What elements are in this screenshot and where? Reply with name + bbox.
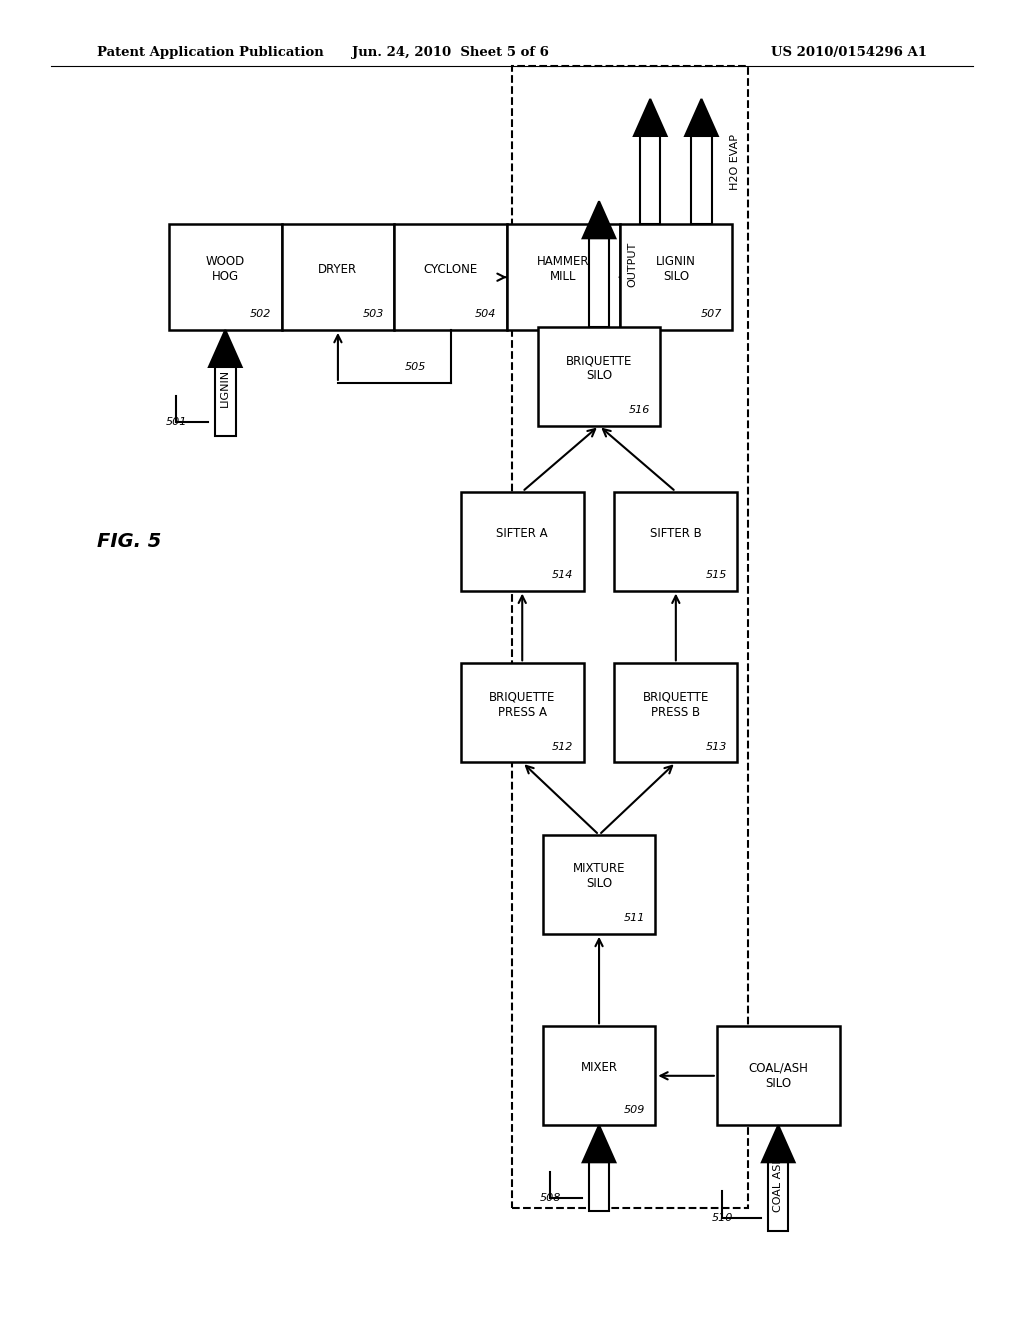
Bar [538,327,660,425]
Polygon shape [634,99,667,136]
Polygon shape [583,202,615,239]
Text: 505: 505 [404,362,426,372]
Text: 504: 504 [475,309,497,319]
Bar [691,136,712,224]
Text: Patent Application Publication: Patent Application Publication [97,46,324,59]
Text: FIG. 5: FIG. 5 [97,532,162,550]
Text: 509: 509 [624,1105,645,1114]
Bar [640,136,660,224]
Bar [394,224,507,330]
Bar [717,1027,840,1125]
Text: BRIQUETTE
PRESS B: BRIQUETTE PRESS B [643,690,709,719]
Bar [543,836,655,935]
Text: US 2010/0154296 A1: US 2010/0154296 A1 [771,46,927,59]
Text: COAL/ASH
SILO: COAL/ASH SILO [749,1061,808,1090]
Bar [215,367,236,436]
Text: Jun. 24, 2010  Sheet 5 of 6: Jun. 24, 2010 Sheet 5 of 6 [352,46,549,59]
Text: LIGNIN
SILO: LIGNIN SILO [656,255,695,284]
Text: SIFTER B: SIFTER B [650,527,701,540]
Text: OUTPUT: OUTPUT [628,242,638,286]
Text: HAMMER
MILL: HAMMER MILL [537,255,590,284]
Text: CYCLONE: CYCLONE [424,263,477,276]
Bar [543,1027,655,1125]
Bar [461,492,584,591]
Polygon shape [209,330,242,367]
Bar [614,663,737,762]
Text: 503: 503 [362,309,384,319]
Text: 507: 507 [700,309,722,319]
Text: BRIQUETTE
SILO: BRIQUETTE SILO [566,354,632,383]
Text: 502: 502 [250,309,271,319]
Bar [589,239,609,327]
Polygon shape [762,1125,795,1163]
Text: 501: 501 [166,417,187,428]
Text: MIXER: MIXER [581,1061,617,1074]
Bar [461,663,584,762]
Bar [507,224,620,330]
Text: MIXTURE
SILO: MIXTURE SILO [572,862,626,891]
Text: 515: 515 [706,570,727,581]
Text: 516: 516 [629,405,650,414]
Bar [282,224,394,330]
Bar [768,1162,788,1230]
Text: SIFTER A: SIFTER A [497,527,548,540]
Bar [620,224,732,330]
Text: BRIQUETTE
PRESS A: BRIQUETTE PRESS A [489,690,555,719]
Text: WOOD
HOG: WOOD HOG [206,255,245,284]
Bar [589,1162,609,1212]
Text: 512: 512 [552,742,573,751]
Text: LIGNIN: LIGNIN [220,370,230,407]
Polygon shape [583,1125,615,1163]
Text: H2O EVAP: H2O EVAP [730,133,740,190]
Text: 508: 508 [540,1193,561,1203]
Text: 510: 510 [712,1213,733,1222]
Polygon shape [685,99,718,136]
Text: 513: 513 [706,742,727,751]
Bar [614,492,737,591]
Bar [169,224,282,330]
Text: COAL ASH: COAL ASH [773,1155,783,1212]
Text: 511: 511 [624,913,645,924]
Text: 514: 514 [552,570,573,581]
Text: DRYER: DRYER [318,263,357,276]
Text: 506: 506 [588,309,609,319]
Bar [512,66,748,1208]
